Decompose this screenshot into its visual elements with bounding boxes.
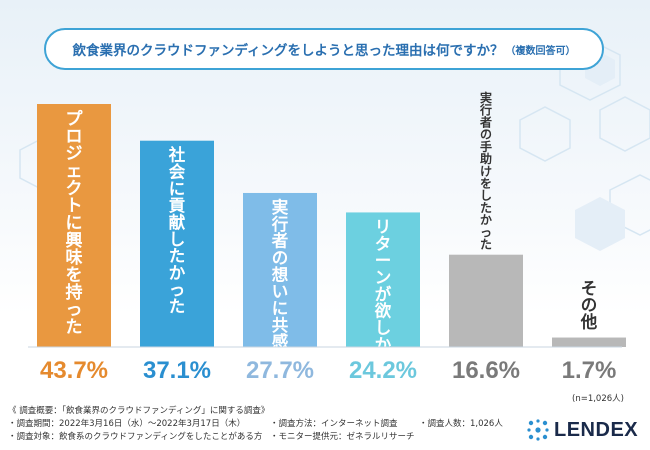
survey-footer: 《 調査概要：「飲食業界のクラウドファンディング」に関する調査》 ・調査期間：2… (8, 405, 508, 444)
bar-6-value-label: 1.7% (562, 357, 617, 384)
chart-title-note: （複数回答可） (505, 45, 576, 57)
lendex-logo-text: LENDEX (554, 418, 639, 441)
footer-count: ・調査人数：1,026人 (419, 419, 503, 429)
lendex-logo-icon (527, 419, 549, 441)
bar-5-category-label: 実行者の手助けをしたかった (479, 90, 492, 252)
bar-5-value-label: 16.6% (452, 357, 520, 384)
bar-5 (449, 254, 523, 347)
bar-6-category-label: その他 (580, 279, 598, 332)
footer-target: ・調査対象：飲食系のクラウドファンディングをしたことがある方 (8, 432, 263, 442)
bar-4-category-label: リターンが欲しかった (374, 217, 392, 387)
sample-size-note: (n=1,026人) (572, 394, 624, 404)
lendex-logo: LENDEX (526, 416, 638, 444)
chart-title-main: 飲食業界のクラウドファンディングをしようと思った理由は何ですか？ (72, 43, 504, 59)
bar-2-category-label: 社会に貢献したかった (168, 145, 186, 316)
bar-2-value-label: 37.1% (143, 357, 211, 384)
bar-3-value-label: 27.7% (246, 357, 314, 384)
footer-period: ・調査期間：2022年3月16日（水）〜2022年3月17日（木） (8, 419, 246, 429)
bar-6 (552, 337, 626, 347)
bar-1 (37, 104, 111, 347)
bar-4-value-label: 24.2% (349, 357, 417, 384)
chart-title: 飲食業界のクラウドファンディングをしようと思った理由は何ですか？ （複数回答可） (44, 28, 604, 70)
bar-3 (243, 192, 317, 347)
bar-4 (346, 212, 420, 347)
footer-provider: ・モニター提供元：ゼネラルリサーチ (270, 432, 415, 442)
bar-1-category-label: プロジェクトに興味を持った (66, 108, 84, 337)
footer-heading: 《 調査概要：「飲食業界のクラウドファンディング」に関する調査》 (8, 406, 270, 416)
bar-1-value-label: 43.7% (40, 357, 108, 384)
footer-method: ・調査方法：インターネット調査 (270, 419, 398, 429)
bar-2 (140, 140, 214, 347)
